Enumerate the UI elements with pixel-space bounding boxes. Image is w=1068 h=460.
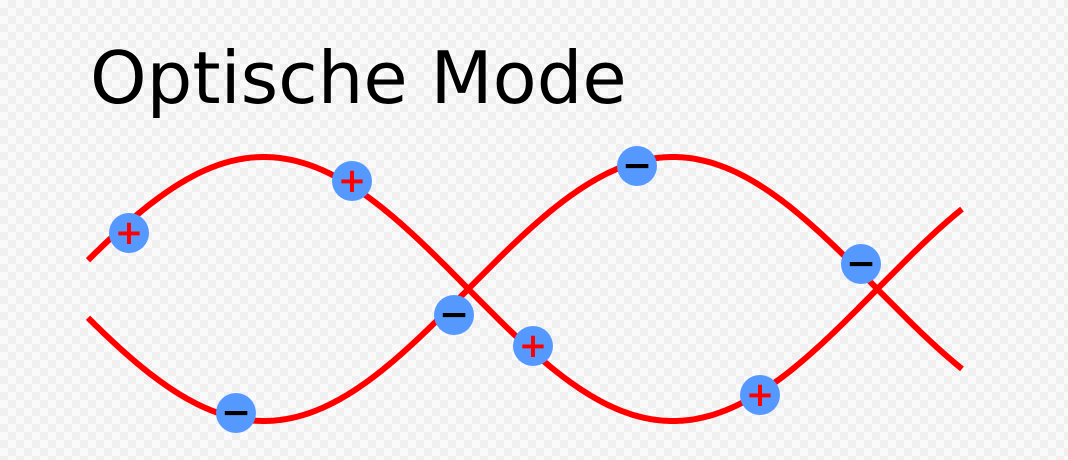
minus-sign: − [439, 295, 469, 336]
negative-ion: − [841, 244, 881, 285]
ion-circle [841, 244, 881, 284]
ion-circle [216, 393, 256, 433]
negative-ion: − [617, 146, 657, 187]
plus-sign: + [519, 326, 548, 366]
negative-ion: − [216, 393, 256, 434]
minus-sign: − [221, 393, 251, 434]
positive-ion: + [513, 326, 553, 366]
wave-layer [85, 154, 964, 424]
ion-circle [513, 326, 553, 366]
minus-sign: − [846, 244, 876, 285]
ion-circle [434, 295, 474, 335]
ion-circle [740, 375, 780, 415]
upper-wave [85, 154, 964, 424]
plus-sign: + [746, 375, 775, 415]
positive-ion: + [740, 375, 780, 415]
plus-sign: + [115, 213, 144, 253]
ion-circle [109, 213, 149, 253]
positive-ion: + [109, 213, 149, 253]
plus-sign: + [338, 161, 367, 201]
positive-ion: + [332, 161, 372, 201]
ion-layer: + + − − + − + − [109, 146, 881, 434]
ion-circle [332, 161, 372, 201]
lower-wave [85, 154, 964, 424]
negative-ion: − [434, 295, 474, 336]
ion-circle [617, 146, 657, 186]
diagram-title: Optische Mode [90, 36, 627, 120]
minus-sign: − [622, 146, 652, 187]
